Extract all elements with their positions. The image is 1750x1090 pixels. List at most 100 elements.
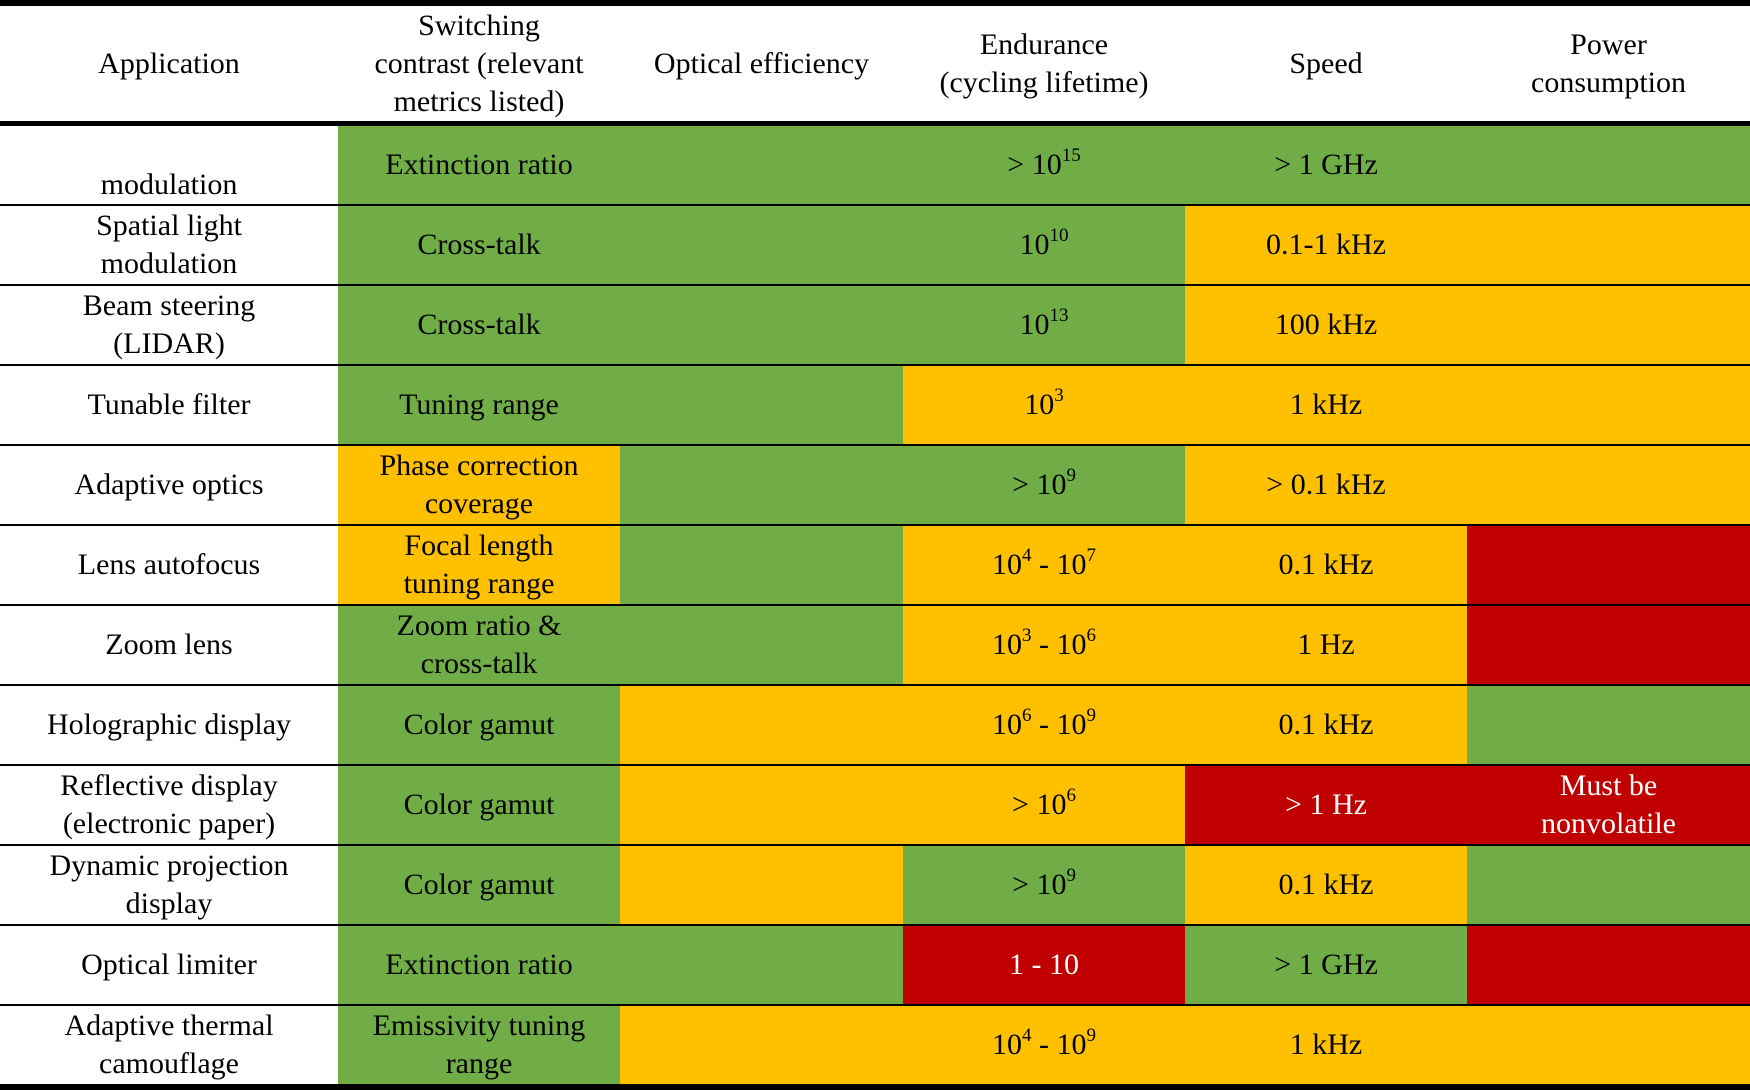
cell-application: Adaptive optics (0, 446, 338, 524)
cell-application: Lens autofocus (0, 526, 338, 604)
header-optical-efficiency: Optical efficiency (653, 46, 870, 80)
endurance-exponent: 6 (1022, 705, 1032, 726)
table-row: Reflective display (electronic paper) Col… (0, 766, 1750, 844)
cell-optical-efficiency (620, 1006, 903, 1084)
cell-power-consumption (1467, 1006, 1750, 1084)
row-divider (0, 604, 1750, 606)
cell-power-consumption (1467, 206, 1750, 284)
row-divider (0, 444, 1750, 446)
cell-endurance: > 109 (903, 846, 1185, 924)
cell-switching-contrast: Zoom ratio & cross-talk (338, 606, 620, 684)
cell-power-consumption: Must be nonvolatile (1467, 766, 1750, 844)
cell-switching-contrast: Color gamut (338, 766, 620, 844)
row-divider (0, 524, 1750, 526)
endurance-range-upper: - 10 (1031, 548, 1087, 581)
cell-endurance: > 109 (903, 446, 1185, 524)
endurance-base: > 10 (1012, 788, 1067, 821)
endurance-exponent: 4 (1022, 545, 1032, 566)
endurance-value: 106 - 109 (992, 706, 1096, 744)
row-divider (0, 764, 1750, 766)
cell-speed: 0.1 kHz (1185, 686, 1467, 764)
cell-application: Spatial light modulation (0, 206, 338, 284)
cell-speed: 0.1-1 kHz (1185, 206, 1467, 284)
header-speed: Speed (1289, 46, 1363, 80)
cell-switching-contrast: Extinction ratio (338, 126, 620, 204)
endurance-value: > 109 (1012, 466, 1076, 504)
cell-speed: 1 kHz (1185, 1006, 1467, 1084)
table-row: Zoom lens Zoom ratio & cross-talk 103 - 10… (0, 606, 1750, 684)
cell-power-consumption (1467, 286, 1750, 364)
cell-speed: > 1 Hz (1185, 766, 1467, 844)
header-application: Application (98, 46, 240, 80)
cell-power-consumption (1467, 446, 1750, 524)
endurance-exponent-upper: 9 (1086, 1025, 1097, 1046)
header-switching-contrast: Switching contrast (relevant metrics lis… (374, 8, 584, 118)
endurance-base: > 10 (1007, 148, 1062, 181)
cell-endurance: 104 - 107 (903, 526, 1185, 604)
cell-application: modulation (0, 126, 338, 204)
table-row: Adaptive optics Phase correction coverage… (0, 446, 1750, 524)
endurance-value: 1010 (1020, 226, 1069, 264)
table-row: Spatial light modulation Cross-talk 1010 0.… (0, 206, 1750, 284)
endurance-value: 104 - 109 (992, 1026, 1096, 1064)
table-row: Lens autofocus Focal length tuning range 1… (0, 526, 1750, 604)
endurance-value: > 106 (1012, 786, 1076, 824)
endurance-base: 10 (992, 1028, 1022, 1061)
endurance-exponent: 9 (1066, 865, 1076, 886)
endurance-exponent: 9 (1066, 465, 1076, 486)
endurance-base: 10 (1024, 388, 1055, 421)
cell-switching-contrast: Focal length tuning range (338, 526, 620, 604)
header-power-consumption: Power consumption (1531, 27, 1686, 99)
endurance-exponent: 6 (1066, 785, 1076, 806)
endurance-base: 10 (992, 628, 1022, 661)
cell-endurance: 103 (903, 366, 1185, 444)
table-row: Beam steering (LIDAR) Cross-talk 1013 100 k… (0, 286, 1750, 364)
cell-application: Holographic display (0, 686, 338, 764)
cell-endurance: 1010 (903, 206, 1185, 284)
cell-optical-efficiency (620, 366, 903, 444)
cell-optical-efficiency (620, 766, 903, 844)
endurance-exponent-upper: 6 (1086, 625, 1097, 646)
row-divider (0, 364, 1750, 366)
cell-speed: > 0.1 kHz (1185, 446, 1467, 524)
cell-application: Dynamic projection display (0, 846, 338, 924)
endurance-value: > 1015 (1007, 146, 1080, 184)
cell-switching-contrast: Tuning range (338, 366, 620, 444)
endurance-value: 1 - 10 (1009, 946, 1079, 984)
cell-application: Optical limiter (0, 926, 338, 1004)
cell-optical-efficiency (620, 126, 903, 204)
endurance-base: 1 - 10 (1009, 948, 1079, 981)
endurance-range-upper: - 10 (1031, 628, 1087, 661)
table-bottom-rule (0, 1084, 1750, 1090)
endurance-value: 104 - 107 (992, 546, 1096, 584)
cell-endurance: 106 - 109 (903, 686, 1185, 764)
cell-optical-efficiency (620, 686, 903, 764)
table-row: modulation Extinction ratio > 1015 > 1 GHz (0, 126, 1750, 204)
cell-power-consumption (1467, 366, 1750, 444)
cell-optical-efficiency (620, 926, 903, 1004)
cell-speed: 0.1 kHz (1185, 526, 1467, 604)
endurance-exponent-upper: 9 (1086, 705, 1097, 726)
cell-endurance: > 106 (903, 766, 1185, 844)
endurance-value: 1013 (1020, 306, 1069, 344)
cell-endurance: 103 - 106 (903, 606, 1185, 684)
cell-speed: > 1 GHz (1185, 926, 1467, 1004)
endurance-base: 10 (1019, 308, 1050, 341)
cell-power-consumption (1467, 526, 1750, 604)
cell-speed: 1 Hz (1185, 606, 1467, 684)
row-divider (0, 844, 1750, 846)
table-row: Holographic display Color gamut 106 - 109 0… (0, 686, 1750, 764)
row-divider (0, 684, 1750, 686)
cell-application: Tunable filter (0, 366, 338, 444)
cell-optical-efficiency (620, 286, 903, 364)
cell-application: Adaptive thermal camouflage (0, 1006, 338, 1084)
cell-optical-efficiency (620, 446, 903, 524)
endurance-base: 10 (992, 548, 1022, 581)
cell-power-consumption (1467, 846, 1750, 924)
cell-endurance: 1013 (903, 286, 1185, 364)
row-divider (0, 924, 1750, 926)
cell-application: Beam steering (LIDAR) (0, 286, 338, 364)
endurance-base: > 10 (1012, 868, 1067, 901)
endurance-base: 10 (992, 708, 1022, 741)
